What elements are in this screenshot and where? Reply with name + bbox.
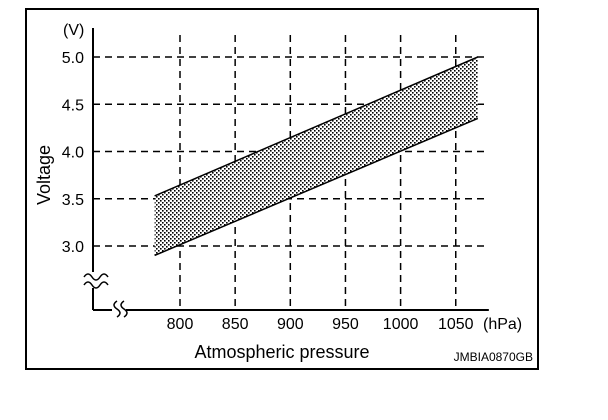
- axes: 3.0 3.5 4.0 4.5 5.0 800 850 900 950 1000 1050: [62, 28, 489, 333]
- y-tick-label-4.5: 4.5: [62, 97, 84, 114]
- x-tick-label-850: 850: [222, 316, 249, 333]
- data-band: [154, 56, 479, 257]
- x-axis-label: Atmospheric pressure: [194, 342, 369, 362]
- y-axis-label: Voltage: [34, 145, 54, 205]
- y-unit-label: (V): [63, 22, 84, 39]
- y-tick-label-3.5: 3.5: [62, 192, 84, 209]
- y-tick-label-3.0: 3.0: [62, 239, 84, 256]
- x-tick-label-800: 800: [167, 316, 194, 333]
- figure-code: JMBIA0870GB: [454, 350, 533, 364]
- x-tick-label-950: 950: [332, 316, 359, 333]
- x-unit-label: (hPa): [483, 316, 522, 333]
- y-tick-label-4.0: 4.0: [62, 145, 84, 162]
- x-tick-label-1000: 1000: [383, 316, 419, 333]
- y-tick-label-5.0: 5.0: [62, 50, 84, 67]
- figure-frame: [25, 8, 539, 370]
- x-tick-label-1050: 1050: [438, 316, 474, 333]
- x-axis-break-mark: [120, 300, 128, 318]
- band-upper-line: [154, 56, 479, 197]
- band-lower-line: [154, 117, 479, 257]
- y-axis-break-mark: [83, 273, 109, 281]
- y-axis-break-mark: [83, 281, 109, 289]
- x-tick-label-900: 900: [277, 316, 304, 333]
- band-fill: [154, 57, 478, 256]
- x-axis-break-mark: [113, 300, 121, 318]
